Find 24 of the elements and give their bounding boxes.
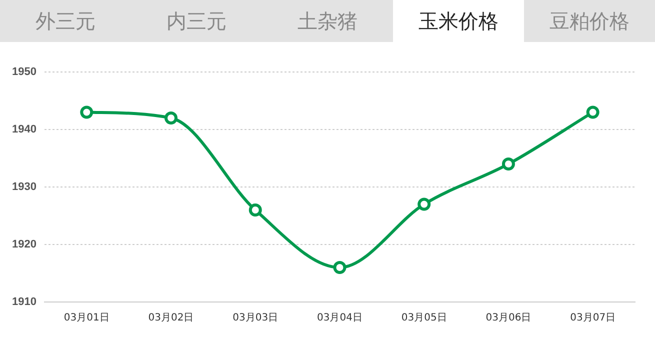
y-tick-label: 1950 xyxy=(12,66,36,78)
x-tick-label: 03月04日 xyxy=(317,312,362,324)
text: 玉米价格 xyxy=(393,0,524,42)
point xyxy=(333,261,346,274)
point xyxy=(164,112,178,124)
point xyxy=(418,198,431,211)
x-tick-label: 03月02日 xyxy=(148,312,194,324)
point xyxy=(248,204,262,216)
text: 外三元 xyxy=(34,8,96,34)
y-tick-label: 1920 xyxy=(12,238,36,251)
text: 土杂猪 xyxy=(296,8,358,34)
x-tick-label: 03月06日 xyxy=(486,312,532,324)
x-tick-label: 03月01日 xyxy=(64,312,110,324)
y-tick-label: 1940 xyxy=(12,124,36,136)
point xyxy=(80,106,94,119)
x-tick-label: 03月07日 xyxy=(570,312,616,324)
point xyxy=(586,106,600,119)
y-tick-label: 1930 xyxy=(12,181,36,194)
y-tick-label: 1910 xyxy=(12,296,36,308)
text: 豆粕价格 xyxy=(548,8,630,34)
x-tick-label: 03月05日 xyxy=(401,312,447,324)
x-tick-label: 03月03日 xyxy=(232,312,278,324)
point xyxy=(502,158,515,170)
text: 内三元 xyxy=(166,8,228,34)
